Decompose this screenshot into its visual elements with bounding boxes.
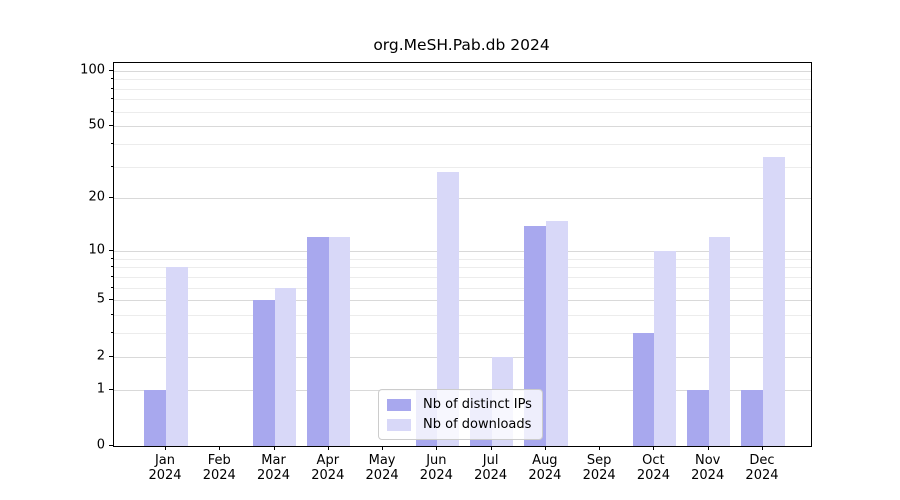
y-gridline-major <box>114 198 811 200</box>
y-minor-tick-mark <box>111 286 113 288</box>
x-tick-label: Aug 2024 <box>528 453 562 483</box>
legend-label-distinct-ips: Nb of distinct IPs <box>423 397 532 412</box>
y-minor-tick-mark <box>111 275 113 277</box>
x-tick-mark <box>327 446 329 450</box>
y-gridline-major <box>114 126 811 128</box>
bar-downloads <box>328 237 351 446</box>
bar-distinct-ips <box>741 389 763 446</box>
y-minor-tick-mark <box>111 78 113 80</box>
y-minor-tick-mark <box>111 314 113 316</box>
chart-title: org.MeSH.Pab.db 2024 <box>373 36 550 54</box>
y-minor-tick-mark <box>111 332 113 334</box>
x-tick-label: Jul 2024 <box>474 453 508 483</box>
x-tick-label: Oct 2024 <box>636 453 670 483</box>
y-gridline-major <box>114 356 811 358</box>
x-tick-label: Dec 2024 <box>745 453 779 483</box>
y-tick-mark <box>109 69 113 71</box>
y-gridline-minor <box>114 333 811 335</box>
x-tick-mark <box>490 446 492 450</box>
bar-distinct-ips <box>144 389 166 446</box>
y-tick-label: 20 <box>88 189 105 205</box>
bar-downloads <box>274 287 297 446</box>
y-minor-tick-mark <box>111 98 113 100</box>
bar-downloads <box>545 220 568 446</box>
y-gridline-minor <box>114 287 811 289</box>
x-tick-label: May 2024 <box>365 453 399 483</box>
x-tick-mark <box>544 446 546 450</box>
y-gridline-minor <box>114 144 811 146</box>
x-tick-label: Sep 2024 <box>582 453 616 483</box>
y-tick-label: 10 <box>88 242 105 258</box>
y-tick-label: 100 <box>80 62 105 78</box>
y-tick-mark <box>109 197 113 199</box>
x-tick-label: Nov 2024 <box>691 453 725 483</box>
bar-distinct-ips <box>687 389 709 446</box>
y-tick-label: 0 <box>96 437 105 453</box>
bar-downloads <box>166 267 188 446</box>
y-tick-mark <box>109 388 113 390</box>
x-tick-mark <box>219 446 221 450</box>
distinct-ips-swatch-icon <box>387 398 411 411</box>
y-minor-tick-mark <box>111 257 113 259</box>
legend: Nb of distinct IPs Nb of downloads <box>378 389 543 440</box>
y-tick-label: 2 <box>96 348 105 364</box>
y-tick-label: 5 <box>96 291 105 307</box>
x-tick-label: Feb 2024 <box>202 453 236 483</box>
bar-distinct-ips <box>252 300 275 446</box>
y-gridline-minor <box>114 315 811 317</box>
y-minor-tick-mark <box>111 87 113 89</box>
y-gridline-minor <box>114 258 811 260</box>
x-tick-label: Jun 2024 <box>419 453 453 483</box>
plot-area <box>113 62 812 447</box>
bar-downloads <box>762 156 785 446</box>
y-minor-tick-mark <box>111 143 113 145</box>
y-gridline-minor <box>114 111 811 113</box>
y-tick-label: 50 <box>88 117 105 133</box>
y-minor-tick-mark <box>111 266 113 268</box>
y-tick-mark <box>109 250 113 252</box>
y-gridline-minor <box>114 267 811 269</box>
y-tick-mark <box>109 445 113 446</box>
x-tick-label: Mar 2024 <box>256 453 291 483</box>
y-tick-mark <box>109 125 113 127</box>
x-tick-mark <box>436 446 438 450</box>
y-gridline-minor <box>114 276 811 278</box>
bar-distinct-ips <box>632 333 655 446</box>
y-gridline-minor <box>114 88 811 90</box>
x-tick-mark <box>382 446 384 450</box>
y-tick-mark <box>109 355 113 357</box>
legend-item-downloads: Nb of downloads <box>387 417 532 432</box>
y-gridline-major <box>114 251 811 253</box>
bar-distinct-ips <box>307 237 329 446</box>
y-tick-label: 1 <box>96 381 105 397</box>
x-tick-mark <box>599 446 601 450</box>
y-gridline-minor <box>114 166 811 168</box>
x-tick-mark <box>707 446 709 450</box>
y-minor-tick-mark <box>111 165 113 167</box>
x-tick-mark <box>761 446 763 450</box>
y-gridline-major <box>114 70 811 72</box>
bar-downloads <box>708 237 731 446</box>
y-minor-tick-mark <box>111 110 113 112</box>
y-gridline-minor <box>114 99 811 101</box>
downloads-swatch-icon <box>387 418 411 431</box>
x-tick-label: Jan 2024 <box>148 453 182 483</box>
legend-item-distinct-ips: Nb of distinct IPs <box>387 397 532 412</box>
legend-label-downloads: Nb of downloads <box>423 417 532 432</box>
bar-downloads <box>654 251 677 446</box>
bar-downloads <box>437 172 460 446</box>
x-tick-mark <box>165 446 166 450</box>
y-gridline-minor <box>114 79 811 81</box>
y-gridline-major <box>114 300 811 302</box>
x-tick-mark <box>273 446 275 450</box>
x-tick-label: Apr 2024 <box>311 453 345 483</box>
x-tick-mark <box>653 446 655 450</box>
y-tick-mark <box>109 299 113 301</box>
